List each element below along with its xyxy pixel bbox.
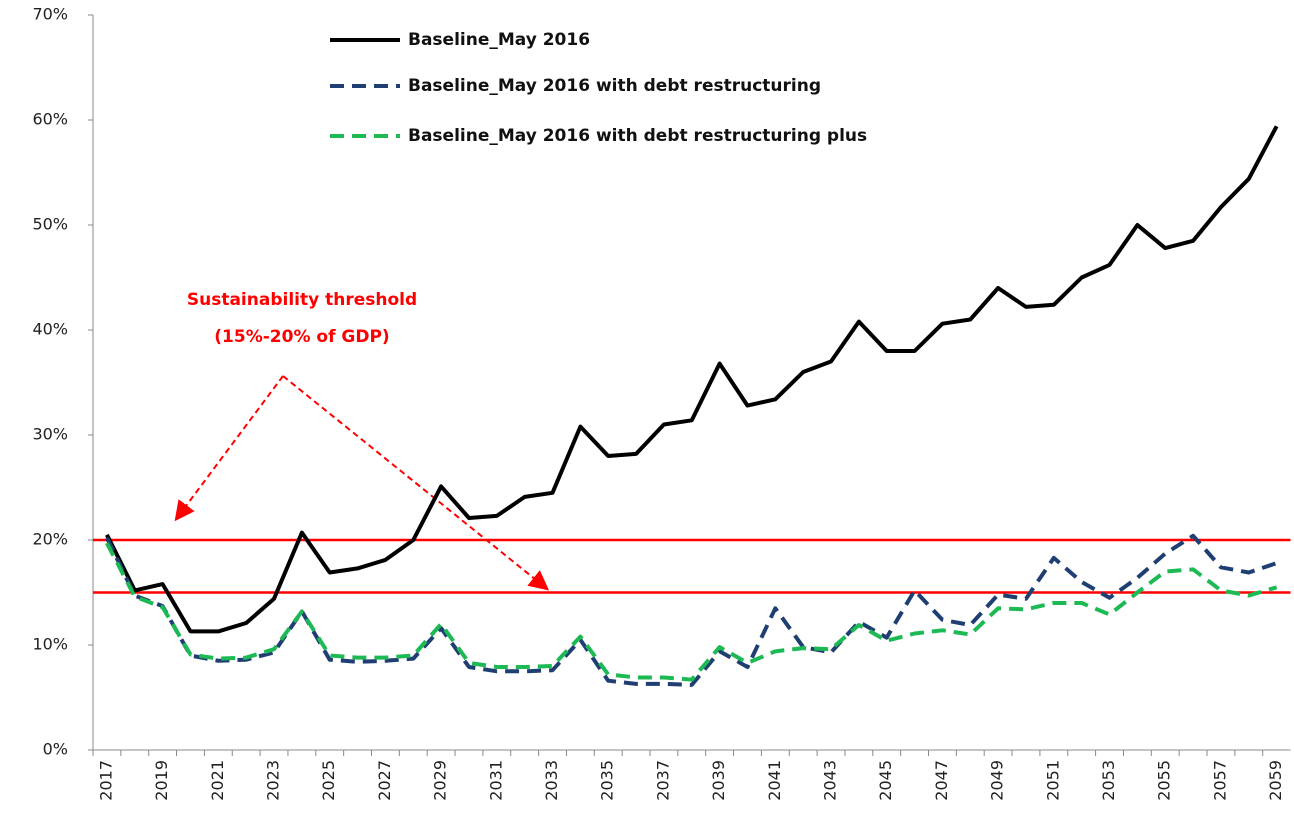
x-tick-label: 2053 bbox=[1099, 760, 1118, 801]
y-tick-label: 10% bbox=[32, 635, 68, 654]
x-tick-label: 2057 bbox=[1210, 760, 1229, 801]
y-tick-label: 40% bbox=[32, 320, 68, 339]
x-tick-label: 2049 bbox=[988, 760, 1007, 801]
x-tick-label: 2021 bbox=[208, 760, 227, 801]
y-tick-label: 50% bbox=[32, 215, 68, 234]
legend-label: Baseline_May 2016 with debt restructurin… bbox=[408, 126, 867, 146]
annotation: (15%-20% of GDP) bbox=[214, 327, 389, 347]
series-line bbox=[105, 542, 1278, 682]
x-tick-label: 2023 bbox=[264, 760, 283, 801]
annotation-arrow bbox=[282, 375, 550, 591]
y-tick-label: 20% bbox=[32, 530, 68, 549]
x-tick-label: 2025 bbox=[319, 760, 338, 801]
x-tick-label: 2027 bbox=[375, 760, 394, 801]
y-tick-label: 70% bbox=[32, 5, 68, 24]
x-tick-label: 2035 bbox=[598, 760, 617, 801]
x-tick-label: 2059 bbox=[1266, 760, 1285, 801]
x-tick-label: 2055 bbox=[1155, 760, 1174, 801]
x-tick-label: 2031 bbox=[486, 760, 505, 801]
x-tick-label: 2019 bbox=[152, 760, 171, 801]
x-tick-label: 2037 bbox=[653, 760, 672, 801]
x-tick-label: 2047 bbox=[932, 760, 951, 801]
y-tick-label: 60% bbox=[32, 110, 68, 129]
x-tick-label: 2029 bbox=[431, 760, 450, 801]
x-tick-label: 2041 bbox=[765, 760, 784, 801]
x-tick-label: 2033 bbox=[542, 760, 561, 801]
annotation-arrow bbox=[174, 375, 284, 522]
legend-label: Baseline_May 2016 bbox=[408, 30, 590, 50]
series-line bbox=[105, 125, 1279, 634]
x-tick-label: 2043 bbox=[821, 760, 840, 801]
x-tick-label: 2039 bbox=[709, 760, 728, 801]
y-tick-label: 30% bbox=[32, 425, 68, 444]
y-tick-label: 0% bbox=[43, 740, 68, 759]
series-line bbox=[105, 533, 1278, 687]
legend-label: Baseline_May 2016 with debt restructurin… bbox=[408, 76, 821, 96]
x-tick-label: 2045 bbox=[876, 760, 895, 801]
x-tick-label: 2051 bbox=[1043, 760, 1062, 801]
annotation: Sustainability threshold bbox=[187, 290, 417, 310]
x-tick-label: 2017 bbox=[96, 760, 115, 801]
